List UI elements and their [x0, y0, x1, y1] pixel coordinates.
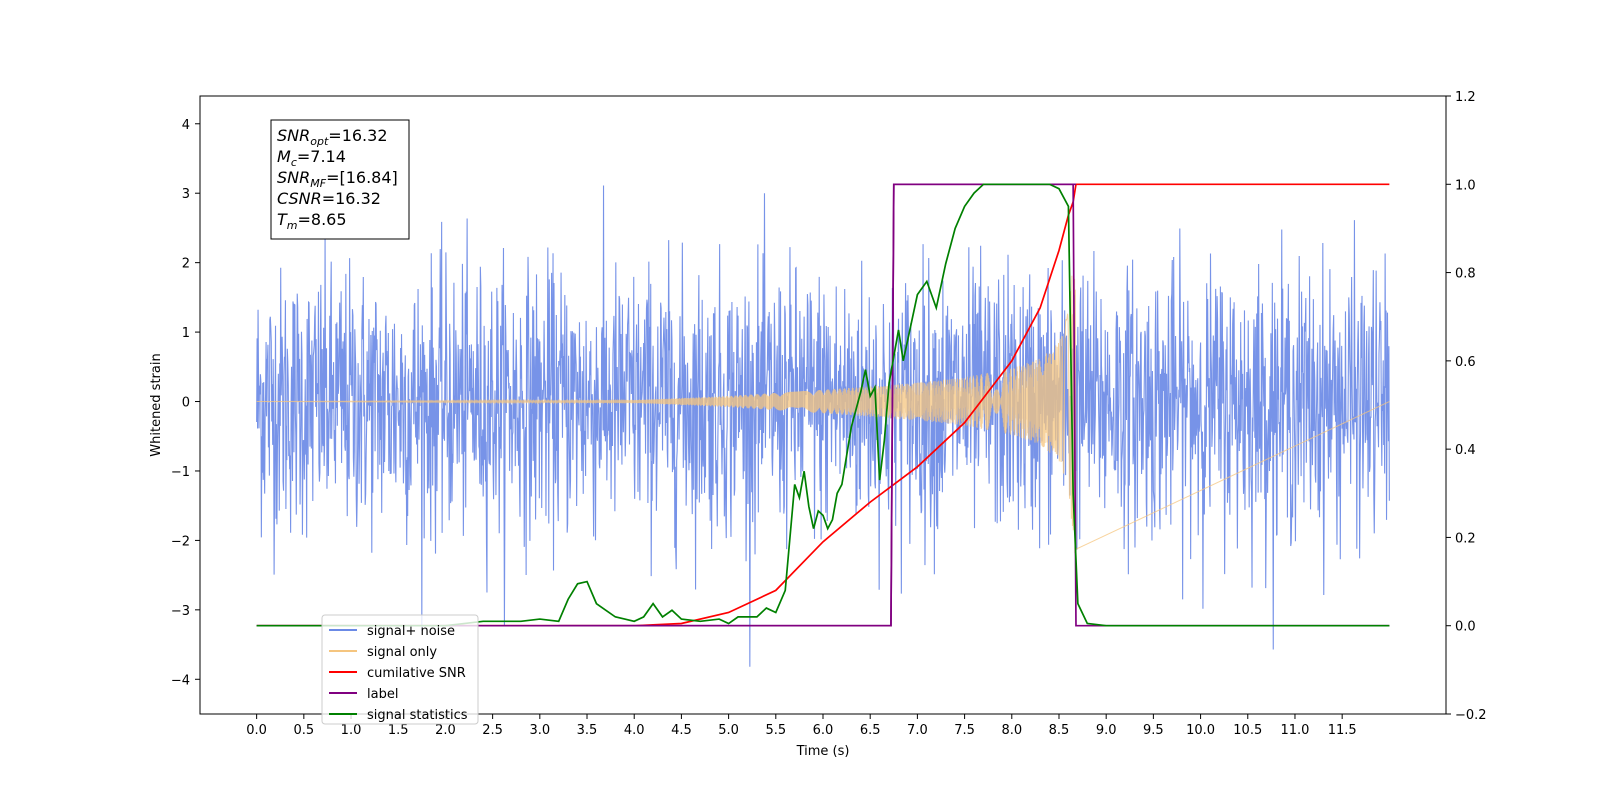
annotation-line: Mc=7.14	[277, 147, 346, 169]
y-tick-label: 2	[182, 257, 190, 272]
annotation-line: SNRMF=[16.84]	[277, 168, 398, 190]
y-tick-label: −4	[171, 673, 190, 688]
x-tick-label: 11.0	[1280, 723, 1309, 738]
x-tick-label: 5.0	[718, 723, 739, 738]
series-signal-only	[256, 264, 1390, 554]
x-tick-label: 9.0	[1096, 723, 1117, 738]
series-signal-noise	[256, 185, 1390, 667]
x-tick-label: 8.0	[1001, 723, 1022, 738]
y-axis-right: 1.2 1.0 0.8 0.6 0.4 0.2 0.0 −0.2	[1446, 90, 1487, 723]
x-tick-label: 6.5	[860, 723, 881, 738]
y-tick-label: 3	[182, 187, 190, 202]
x-tick-label: 4.0	[624, 723, 645, 738]
x-axis: 0.0 0.5 1.0 1.5 2.0 2.5 3.0 3.5 4.0 4.5 5.0 5.5 6.0 6…	[246, 714, 1357, 738]
x-axis-label: Time (s)	[796, 744, 850, 759]
legend-label: signal statistics	[367, 708, 468, 723]
y-tick-label: 4	[182, 118, 190, 133]
annotation-line: Tm=8.65	[277, 210, 347, 232]
x-tick-label: 2.0	[435, 723, 456, 738]
x-tick-label: 5.5	[765, 723, 786, 738]
x-tick-label: 3.5	[577, 723, 598, 738]
legend: signal+ noise signal only cumilative SNR la…	[321, 614, 479, 725]
x-tick-label: 10.5	[1233, 723, 1262, 738]
x-tick-label: 11.5	[1328, 723, 1357, 738]
y-axis-left: 4 3 2 1 0 −1 −2 −3 −4	[171, 118, 200, 688]
x-tick-label: 7.5	[954, 723, 975, 738]
x-tick-label: 1.0	[341, 723, 362, 738]
legend-label: cumilative SNR	[367, 666, 466, 681]
x-tick-label: 6.0	[813, 723, 834, 738]
y-tick-label: 0	[182, 396, 190, 411]
y2-tick-label: −0.2	[1455, 708, 1487, 723]
legend-label: signal+ noise	[367, 624, 455, 639]
y2-tick-label: 1.0	[1455, 178, 1476, 193]
legend-label: signal only	[367, 645, 437, 660]
annotation-box-frame	[270, 119, 410, 240]
annotation-line: CSNR=16.32	[277, 189, 381, 208]
y-axis-label: Whitened strain	[149, 353, 164, 456]
y2-tick-label: 0.0	[1455, 620, 1476, 635]
y-tick-label: −3	[171, 604, 190, 619]
legend-label: label	[367, 687, 398, 702]
plot-area	[256, 183, 1390, 667]
series-signal-statistics	[256, 183, 1390, 627]
y-tick-label: −2	[171, 534, 190, 549]
x-tick-label: 1.5	[388, 723, 409, 738]
x-tick-label: 2.5	[482, 723, 503, 738]
legend-frame	[321, 614, 479, 725]
y2-tick-label: 0.8	[1455, 267, 1476, 282]
y2-tick-label: 0.6	[1455, 355, 1476, 370]
x-tick-label: 9.5	[1143, 723, 1164, 738]
series-cumilative-snr	[256, 183, 1390, 627]
x-tick-label: 8.5	[1049, 723, 1070, 738]
y2-tick-label: 0.4	[1455, 443, 1476, 458]
x-tick-label: 0.0	[246, 723, 267, 738]
x-tick-label: 3.0	[529, 723, 550, 738]
x-tick-label: 0.5	[293, 723, 314, 738]
x-tick-label: 7.0	[907, 723, 928, 738]
x-tick-label: 4.5	[671, 723, 692, 738]
annotation-box: SNRopt=16.32Mc=7.14SNRMF=[16.84]CSNR=16.…	[270, 119, 410, 240]
y2-tick-label: 1.2	[1455, 90, 1476, 105]
annotation-line: SNRopt=16.32	[277, 126, 388, 148]
y-tick-label: −1	[171, 465, 190, 480]
x-tick-label: 10.0	[1186, 723, 1215, 738]
y-tick-label: 1	[182, 326, 190, 341]
y2-tick-label: 0.2	[1455, 531, 1476, 546]
